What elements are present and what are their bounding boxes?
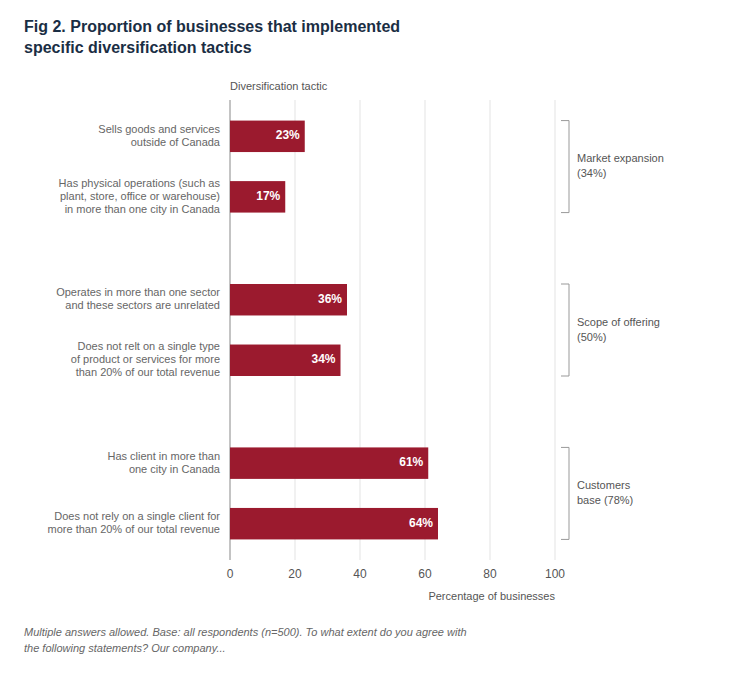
text-line: Scope of offering — [577, 315, 660, 327]
category-label: Has physical operations (such asplant, s… — [59, 177, 221, 215]
text-line: Market expansion — [577, 152, 664, 164]
text-line: in more than one city in Canada — [65, 203, 221, 215]
grid-line — [360, 100, 361, 560]
grid-line — [490, 100, 491, 560]
category-label: Does not relt on a single typeof product… — [71, 340, 220, 378]
group-label: Market expansion (34%) — [577, 152, 664, 179]
footnote: Multiple answers allowed. Base: all resp… — [24, 626, 467, 654]
text-line: Does not rely on a single client for — [54, 510, 220, 522]
category-label: Sells goods and servicesoutside of Canad… — [98, 123, 221, 148]
bar — [230, 508, 438, 539]
text-line: (50%) — [577, 330, 606, 342]
labels: 64% Does not rely on a single client form… — [48, 123, 434, 535]
text-line: and these sectors are unrelated — [65, 299, 220, 311]
grid — [230, 100, 555, 560]
bar — [230, 181, 285, 212]
title-line: Fig 2. Proportion of businesses that imp… — [24, 18, 400, 35]
text-line: one city in Canada — [129, 463, 221, 475]
footnote-line: the following statements? Our company... — [24, 642, 226, 654]
background — [0, 0, 737, 682]
bars — [230, 121, 438, 540]
grid-line — [555, 100, 556, 560]
group-bracket — [561, 447, 569, 539]
title: Fig 2. Proportion of businesses that imp… — [24, 18, 400, 56]
text-line: Customers — [577, 479, 631, 491]
chart-container: Fig 2. Proportion of businesses that imp… — [0, 0, 737, 682]
x-tick-label: 20 — [288, 567, 302, 581]
data-label: 64% — [409, 516, 433, 530]
text-line: plant, store, office or warehouse) — [60, 190, 220, 202]
data-label: 36% — [318, 292, 342, 306]
data-label: 34% — [311, 352, 335, 366]
category-label: Has client in more thanone city in Canad… — [108, 450, 221, 475]
x-axis-label: Percentage of businesses — [428, 590, 555, 602]
text-line: (34%) — [577, 167, 606, 179]
text-line: Does not relt on a single type — [78, 340, 220, 352]
bar — [230, 121, 305, 152]
group-bracket — [561, 121, 569, 213]
footnote-line: Multiple answers allowed. Base: all resp… — [24, 626, 467, 638]
category-label: Does not rely on a single client formore… — [48, 510, 221, 535]
category-label: Operates in more than one sectorand thes… — [56, 286, 220, 311]
text-line: more than 20% of our total revenue — [48, 523, 220, 535]
text-line: Has physical operations (such as — [59, 177, 221, 189]
x-tick-label: 100 — [545, 567, 565, 581]
x-tick-label: 80 — [483, 567, 497, 581]
group-label: Customers base (78%) — [577, 479, 633, 506]
bar — [230, 447, 428, 478]
data-label: 17% — [256, 189, 280, 203]
title-line: specific diversification tactics — [24, 39, 252, 56]
text-line: Has client in more than — [108, 450, 221, 462]
text-line: Sells goods and services — [98, 123, 220, 135]
y-axis-label: Diversification tactic — [230, 80, 328, 92]
grid-line — [295, 100, 296, 560]
x-tick-label: 0 — [227, 567, 234, 581]
bar — [230, 284, 347, 315]
bar — [230, 345, 341, 376]
text-line: base (78%) — [577, 494, 633, 506]
data-label: 23% — [276, 128, 300, 142]
x-tick-label: 60 — [418, 567, 432, 581]
text-line: Operates in more than one sector — [56, 286, 220, 298]
x-tick-label: 40 — [353, 567, 367, 581]
data-label: 61% — [399, 455, 423, 469]
group-bracket — [561, 284, 569, 376]
group-label: Scope of offering (50%) — [577, 315, 660, 342]
grid-line — [425, 100, 426, 560]
grid-line — [230, 100, 231, 560]
text-line: than 20% of our total revenue — [76, 366, 220, 378]
text-line: outside of Canada — [131, 136, 221, 148]
chart: Fig 2. Proportion of businesses that imp… — [0, 0, 737, 682]
text-line: of product or services for more — [71, 353, 220, 365]
